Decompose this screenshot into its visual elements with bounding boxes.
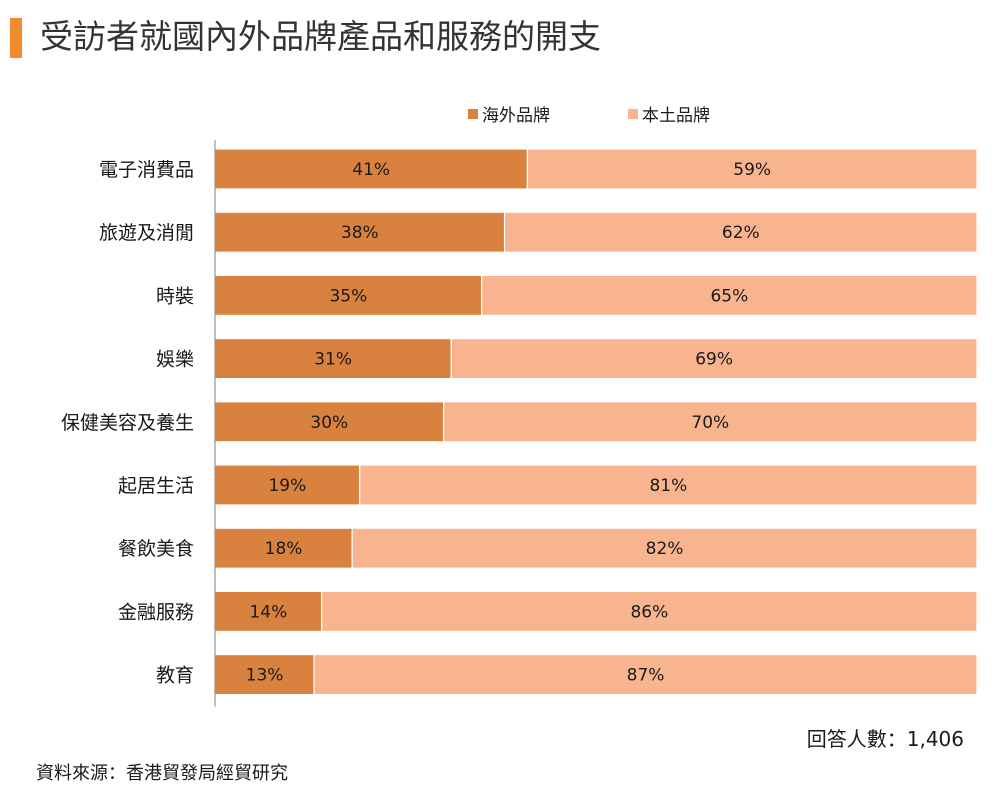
- bar-2-6: [359, 464, 978, 506]
- category-label-9: 教育: [156, 665, 194, 687]
- bar-1-3: [214, 274, 483, 316]
- bar-1-4: [214, 338, 452, 380]
- data-label-2-2: 62%: [722, 223, 760, 243]
- category-label-7: 餐飲美食: [118, 538, 194, 560]
- source-note: 資料來源：香港貿發局經貿研究: [36, 763, 288, 784]
- respondents-count: 回答人數：1,406: [806, 727, 964, 751]
- legend-label-1: 海外品牌: [482, 106, 550, 126]
- bar-2-1: [526, 148, 978, 190]
- data-label-1-7: 18%: [265, 539, 303, 559]
- bar-2-5: [443, 401, 978, 443]
- bar-2-8: [321, 590, 978, 633]
- data-label-1-4: 31%: [314, 350, 352, 370]
- category-label-6: 起居生活: [118, 475, 194, 497]
- bar-1-5: [214, 401, 445, 443]
- category-label-5: 保健美容及養生: [61, 412, 194, 434]
- data-label-2-3: 65%: [710, 286, 748, 306]
- category-label-4: 娛樂: [156, 349, 194, 371]
- category-label-1: 電子消費品: [99, 159, 194, 181]
- data-label-2-7: 82%: [646, 539, 684, 559]
- bar-2-2: [503, 211, 978, 253]
- title-accent-bar: [10, 18, 22, 58]
- data-label-1-8: 14%: [249, 602, 287, 622]
- category-label-8: 金融服務: [118, 601, 194, 623]
- legend-swatch-2: [628, 109, 638, 119]
- bar-1-9: [214, 653, 315, 696]
- data-label-2-9: 87%: [627, 666, 665, 686]
- data-label-2-4: 69%: [695, 350, 733, 370]
- bar-1-6: [214, 464, 361, 506]
- data-label-1-6: 19%: [268, 476, 306, 496]
- data-label-2-5: 70%: [691, 413, 729, 433]
- data-label-2-8: 86%: [630, 602, 668, 622]
- bar-2-3: [481, 274, 978, 316]
- data-label-1-2: 38%: [341, 223, 379, 243]
- legend-swatch-1: [468, 109, 478, 119]
- category-label-2: 旅遊及消閒: [99, 222, 194, 244]
- data-label-1-5: 30%: [310, 413, 348, 433]
- page-title: 受訪者就國內外品牌產品和服務的開支: [40, 17, 601, 56]
- bar-2-4: [450, 338, 978, 380]
- data-label-2-1: 59%: [733, 160, 771, 180]
- data-label-1-3: 35%: [329, 286, 367, 306]
- data-label-1-1: 41%: [352, 160, 390, 180]
- bar-2-9: [313, 653, 978, 696]
- legend-label-2: 本土品牌: [642, 106, 710, 126]
- category-label-3: 時裝: [156, 285, 194, 307]
- bar-1-1: [214, 148, 529, 190]
- data-label-2-6: 81%: [649, 476, 687, 496]
- bar-2-7: [351, 527, 978, 569]
- data-label-1-9: 13%: [246, 666, 284, 686]
